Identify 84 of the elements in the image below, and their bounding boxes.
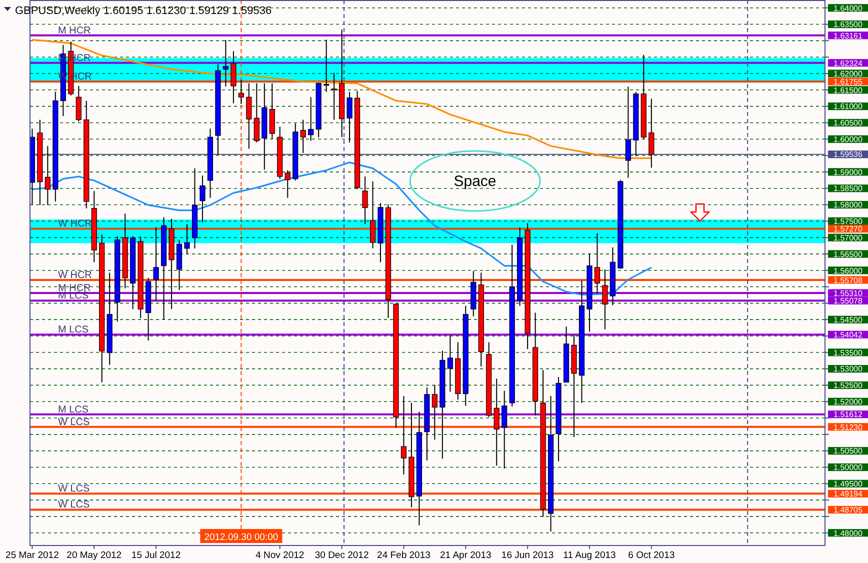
y-tick-label: 1.64000 (834, 4, 864, 13)
y-tick-label: 1.58000 (834, 200, 864, 210)
x-tick-label: 16 Jun 2013 (501, 550, 554, 561)
candlestick (331, 72, 337, 120)
y-tick-label: 1.49500 (834, 480, 864, 489)
ref-line-label: 2012.09.30 00:00 (204, 532, 278, 543)
ref-line-label: W HCR (58, 218, 92, 230)
candlestick (284, 170, 290, 198)
candlestick (346, 91, 352, 143)
y-tick-label: 1.62000 (834, 69, 864, 78)
y-tick-label: 1.60000 (834, 135, 864, 144)
y-tick-label: 1.48000 (834, 528, 864, 538)
candlestick (254, 82, 260, 143)
x-tick-label: 15 Jul 2012 (131, 550, 181, 561)
x-tick-label: 30 Dec 2012 (314, 550, 369, 561)
y-tick-label: 1.52000 (834, 398, 864, 407)
candlestick (76, 85, 82, 122)
candlestick (400, 396, 407, 475)
text: 1.48705 (834, 506, 864, 515)
y-tick-label: 1.58500 (834, 184, 864, 194)
candlestick (308, 96, 314, 142)
text: 1.63161 (834, 31, 864, 40)
y-tick-label: 1.52500 (834, 381, 864, 390)
ref-line-label: M LCS (58, 324, 89, 336)
candlestick (602, 268, 608, 330)
y-tick-label: 1.63500 (834, 20, 864, 30)
y-tick-label: 1.57500 (834, 217, 864, 226)
text: 1.49194 (834, 490, 864, 499)
ref-line-label: W HCR (58, 270, 92, 281)
text: 1.51612 (834, 410, 864, 420)
ref-line-label: M LCS (58, 404, 89, 416)
text: 1.59536 (834, 150, 864, 160)
x-tick-label: 4 Nov 2012 (256, 550, 304, 561)
annotation: Space (454, 173, 496, 190)
ref-line-label: W LCS (58, 500, 90, 511)
text: 1.57270 (834, 224, 864, 234)
candlestick (246, 82, 252, 150)
text: 1.55708 (834, 276, 864, 285)
line-series (31, 38, 652, 159)
y-tick-label: 1.56500 (834, 250, 864, 259)
candlestick (44, 146, 50, 206)
y-tick-label: 1.53000 (834, 364, 864, 374)
candlestick (432, 384, 438, 440)
ref-line-label: W LCS (58, 416, 90, 428)
x-tick-label: 20 May 2012 (66, 550, 122, 561)
candlestick (230, 50, 236, 104)
ref-line-label: W LCS (58, 484, 90, 495)
y-tick-label: 1.61000 (834, 102, 864, 112)
text: 1.62324 (834, 58, 864, 68)
x-tick-label: 25 Mar 2012 (6, 550, 59, 561)
x-tick-label: 6 Oct 2013 (628, 550, 675, 561)
ref-line-label: M HCR (58, 25, 91, 36)
x-tick-label: 24 Feb 2013 (377, 550, 430, 561)
candlestick (594, 232, 600, 294)
candlestick (153, 226, 159, 302)
y-tick-label: 1.61500 (834, 86, 864, 95)
candlestick (200, 175, 206, 223)
candlestick (502, 390, 508, 470)
y-tick-label: 1.54500 (834, 315, 864, 324)
candlestick (648, 98, 654, 168)
candlestick (362, 176, 368, 225)
candlestick (184, 224, 190, 254)
candlestick (238, 79, 244, 105)
candlestick (222, 40, 229, 88)
y-tick-label: 1.50000 (834, 463, 864, 472)
candlestick (300, 119, 306, 154)
x-tick-label: 21 Apr 2013 (440, 550, 492, 561)
text: 1.51230 (834, 422, 864, 432)
text: 1.61755 (834, 77, 864, 86)
y-tick-label: 1.60500 (834, 118, 864, 128)
candlestick (494, 378, 500, 466)
y-tick-label: 1.53500 (834, 348, 864, 358)
candlestick (324, 39, 330, 92)
x-tick-label: 11 Aug 2013 (563, 550, 616, 561)
text: 1.54042 (834, 330, 864, 340)
candlestick (370, 180, 376, 249)
text: 1.55078 (834, 296, 864, 306)
y-tick-label: 1.57000 (834, 233, 864, 242)
y-tick-label: 1.56000 (834, 266, 864, 276)
candlestick (625, 86, 631, 178)
text: 1.55310 (834, 288, 864, 298)
candlestick (447, 334, 453, 392)
y-tick-label: 1.50500 (834, 446, 864, 456)
y-tick-label: 1.59000 (834, 168, 864, 177)
